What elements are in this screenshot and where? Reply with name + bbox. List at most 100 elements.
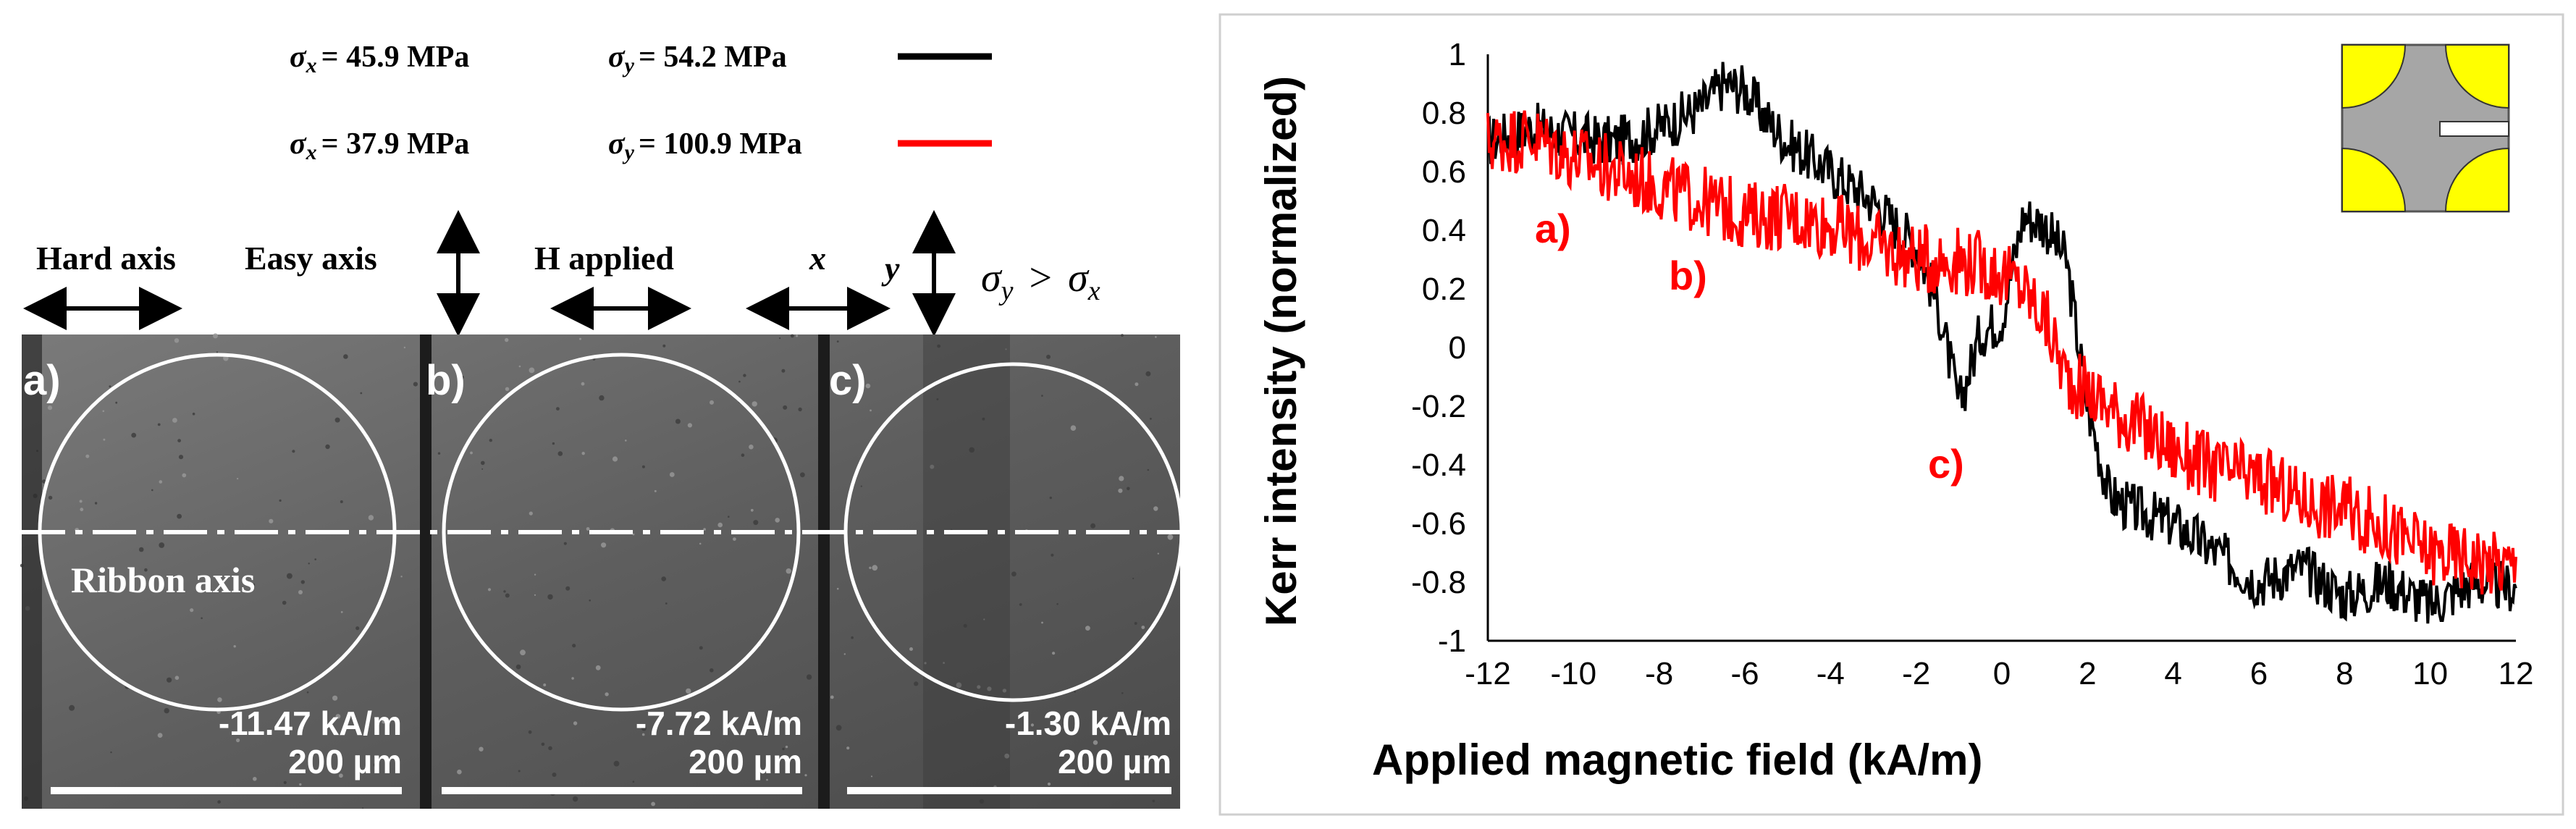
micrograph-texture <box>20 333 1174 809</box>
micrograph-speck <box>625 439 627 442</box>
micrograph-speck <box>571 677 574 680</box>
micrograph-speck <box>505 387 510 391</box>
micrograph-speck <box>177 439 182 442</box>
micrograph-speck <box>282 600 287 605</box>
micrograph-speck <box>339 773 343 778</box>
micrograph-speck <box>177 513 182 519</box>
micrograph-speck <box>710 400 714 405</box>
micrograph-speck <box>1041 395 1043 397</box>
micrograph-speck <box>798 407 802 412</box>
micrograph-speck <box>836 587 839 590</box>
micrograph-speck <box>470 451 473 455</box>
micrograph-speck <box>675 418 681 424</box>
panel-c-letter: c) <box>829 357 867 404</box>
sample-inset-icon <box>2341 43 2510 213</box>
micrograph-speck <box>775 518 780 523</box>
chart-border <box>1218 13 2564 816</box>
x-tick-label: -12 <box>1465 656 1511 691</box>
micrograph-speck <box>1157 552 1159 555</box>
micrograph-speck <box>340 500 343 503</box>
micrograph-speck <box>552 773 557 777</box>
micrograph-speck <box>47 405 53 411</box>
micrograph-speck <box>1002 689 1007 693</box>
micrograph-speck <box>782 747 785 751</box>
y-tick-label: -0.6 <box>1411 506 1466 542</box>
micrograph-speck <box>269 518 274 523</box>
legend-sy-sub: y <box>623 140 635 164</box>
annotation-c: c) <box>1928 441 1964 487</box>
micrograph-speck <box>641 465 645 468</box>
micrograph-speck <box>382 720 386 724</box>
x-tick-label: 12 <box>2499 656 2534 691</box>
legend-sx-label: σ <box>290 127 307 161</box>
micrograph-speck <box>460 375 464 379</box>
micrograph-speck <box>1019 603 1022 606</box>
micrograph-speck <box>565 586 571 591</box>
x-tick-label: 0 <box>1993 656 2011 691</box>
svg-text:σy= 100.9 MPa: σy = 100.9 MPa <box>608 127 802 164</box>
micrograph-speck <box>548 746 552 751</box>
micrograph-speck <box>529 367 535 374</box>
y-tick-label: 0.4 <box>1422 213 1466 248</box>
micrograph-speck <box>1041 621 1043 624</box>
micrograph-speck <box>334 417 340 423</box>
micrograph-speck <box>977 685 981 689</box>
micrograph-speck <box>1145 371 1151 376</box>
micrograph-speck <box>766 778 768 781</box>
micrograph-speck <box>360 392 363 395</box>
micrograph-speck <box>159 480 163 484</box>
micrograph-speck <box>201 617 203 620</box>
micrograph-speck <box>403 346 406 349</box>
y-axis-title: Kerr intensity (normalized) <box>1257 76 1305 626</box>
micrograph-speck <box>1051 553 1054 557</box>
x-tick-label: 6 <box>2250 656 2268 691</box>
micrograph-speck <box>487 588 492 592</box>
hard-axis-label: Hard axis <box>36 240 176 277</box>
micrograph-speck <box>131 432 137 438</box>
legend-sx-sub: x <box>306 54 317 77</box>
micrograph-speck <box>373 762 378 767</box>
micrograph-speck <box>489 439 492 442</box>
panel-b-circle <box>442 353 801 712</box>
micrograph-speck <box>1137 710 1144 716</box>
micrograph-speck <box>306 691 309 694</box>
micrograph-speck <box>518 365 521 368</box>
micrograph-speck <box>579 337 581 340</box>
x-tick-label: 8 <box>2336 656 2353 691</box>
micrograph-speck <box>115 401 118 404</box>
micrograph-speck <box>1074 691 1077 693</box>
micrograph-speck <box>786 568 791 574</box>
micrograph-speck <box>1155 336 1157 338</box>
micrograph-speck <box>167 677 172 683</box>
micrograph-speck <box>572 796 578 802</box>
micrograph-speck <box>174 338 180 343</box>
micrograph-speck <box>1004 753 1010 759</box>
micrograph-speck <box>830 695 834 699</box>
micrograph-speck <box>178 455 184 460</box>
easy-axis-label: Easy axis <box>245 240 377 277</box>
panel-b-field: -7.72 kA/m <box>636 704 802 742</box>
micrograph-speck <box>1152 799 1156 803</box>
y-direction-label: y <box>881 250 900 287</box>
micrograph-speck <box>216 351 219 353</box>
micrograph-speck <box>699 646 703 650</box>
micrograph-speck <box>662 344 666 348</box>
micrograph-speck <box>943 662 945 664</box>
micrograph-speck <box>1141 626 1145 629</box>
micrograph-speck <box>503 590 506 593</box>
micrograph-speck <box>589 599 591 602</box>
x-tick-label: 4 <box>2164 656 2181 691</box>
micrograph-speck <box>870 409 872 412</box>
micrograph-speck <box>753 520 759 526</box>
micrograph-speck <box>738 380 741 383</box>
micrograph-speck <box>573 721 578 725</box>
micrograph-speck <box>779 337 781 340</box>
micrograph-speck <box>159 542 165 548</box>
micrograph-speck <box>253 777 257 781</box>
micrograph-speck <box>547 594 553 600</box>
micrograph-speck <box>865 383 871 389</box>
panel-c-scale-text: 200 µm <box>1058 743 1171 780</box>
micrograph-speck <box>937 344 940 348</box>
micrograph-speck <box>1134 622 1137 625</box>
micrograph-speck <box>182 473 187 478</box>
